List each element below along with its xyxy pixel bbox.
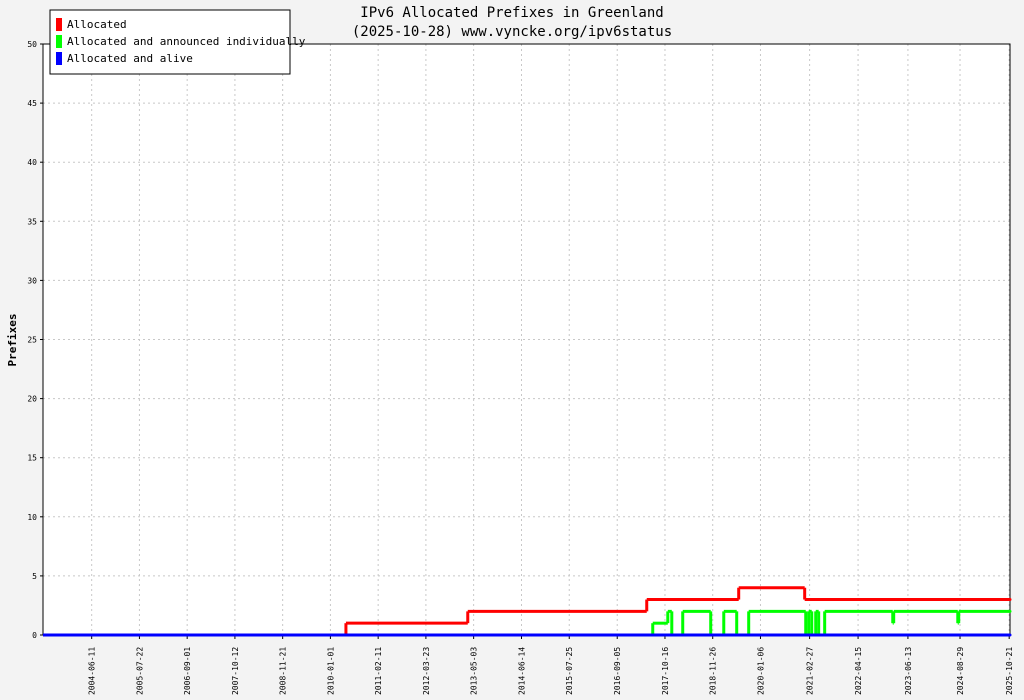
x-tick-label: 2012-03-23	[422, 647, 431, 695]
legend: Allocated Allocated and announced individ…	[49, 9, 306, 75]
x-tick-label: 2011-02-11	[374, 647, 383, 695]
x-tick-label: 2018-11-26	[709, 647, 718, 695]
x-tick-label: 2017-10-16	[661, 647, 670, 695]
step-end	[1008, 609, 1012, 613]
y-tick-label: 50	[27, 40, 37, 49]
y-axis-label: Prefixes	[6, 314, 19, 367]
x-tick-label: 2015-07-25	[565, 647, 574, 695]
x-tick-label: 2024-08-29	[956, 647, 965, 695]
legend-label: Allocated and alive	[67, 52, 193, 65]
step-end	[1008, 598, 1012, 602]
y-tick-label: 40	[27, 158, 37, 167]
legend-swatch	[56, 35, 62, 48]
y-tick-label: 30	[27, 276, 37, 285]
y-tick-label: 15	[27, 454, 37, 463]
x-tick-label: 2025-10-21	[1005, 647, 1014, 695]
legend-label: Allocated and announced individually	[67, 35, 306, 48]
x-tick-label: 2010-01-01	[326, 647, 335, 695]
x-tick-label: 2022-04-15	[854, 647, 863, 695]
x-tick-label: 2005-07-22	[135, 647, 144, 695]
chart-title: IPv6 Allocated Prefixes in Greenland	[360, 5, 663, 21]
y-tick-label: 5	[32, 572, 37, 581]
x-tick-label: 2008-11-21	[279, 647, 288, 695]
legend-box	[49, 9, 291, 75]
y-tick-label: 10	[27, 513, 37, 522]
x-tick-label: 2016-09-05	[613, 647, 622, 695]
legend-swatch	[56, 52, 62, 65]
x-tick-label: 2014-06-14	[518, 647, 527, 695]
y-tick-label: 45	[27, 99, 37, 108]
x-tick-label: 2020-01-06	[756, 647, 765, 695]
y-tick-label: 25	[27, 336, 37, 345]
legend-label: Allocated	[67, 18, 127, 31]
y-tick-label: 20	[27, 395, 37, 404]
x-tick-label: 2006-09-01	[183, 647, 192, 695]
legend-swatch	[56, 18, 62, 31]
x-tick-label: 2004-06-11	[88, 647, 97, 695]
x-tick-label: 2013-05-03	[470, 647, 479, 695]
x-tick-label: 2023-06-13	[904, 647, 913, 695]
x-tick-label: 2021-02-27	[806, 647, 815, 695]
chart-subtitle: (2025-10-28) www.vyncke.org/ipv6status	[352, 24, 672, 40]
series	[43, 633, 1012, 637]
x-tick-label: 2007-10-12	[231, 647, 240, 695]
y-tick-label: 0	[32, 631, 37, 640]
step-end	[1008, 633, 1012, 637]
y-tick-label: 35	[27, 217, 37, 226]
